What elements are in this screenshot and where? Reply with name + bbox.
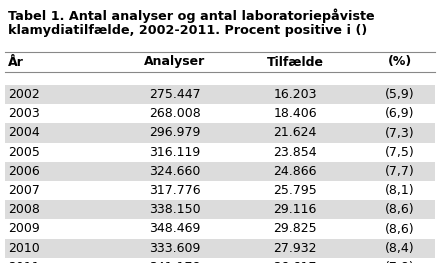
- Text: (8,4): (8,4): [385, 242, 415, 255]
- Text: 2007: 2007: [8, 184, 40, 197]
- Text: 333.609: 333.609: [149, 242, 201, 255]
- Text: 275.447: 275.447: [149, 88, 201, 101]
- Text: (7,5): (7,5): [385, 146, 415, 159]
- Text: Tabel 1. Antal analyser og antal laboratoriepåviste: Tabel 1. Antal analyser og antal laborat…: [8, 8, 374, 23]
- Text: 2002: 2002: [8, 88, 40, 101]
- Bar: [5, 123, 435, 143]
- Text: (8,6): (8,6): [385, 203, 415, 216]
- Bar: [5, 258, 435, 263]
- Text: 268.008: 268.008: [149, 107, 201, 120]
- Text: 2006: 2006: [8, 165, 40, 178]
- Text: (%): (%): [388, 55, 412, 68]
- Text: (6,9): (6,9): [385, 107, 415, 120]
- Text: (7,7): (7,7): [385, 165, 415, 178]
- Text: Analyser: Analyser: [144, 55, 205, 68]
- Text: (8,1): (8,1): [385, 184, 415, 197]
- Text: 316.119: 316.119: [149, 146, 201, 159]
- Text: 324.660: 324.660: [149, 165, 201, 178]
- Text: (8,6): (8,6): [385, 222, 415, 235]
- Text: 26.617: 26.617: [273, 261, 317, 263]
- Text: År: År: [8, 55, 24, 68]
- Text: 2011: 2011: [8, 261, 40, 263]
- Text: 317.776: 317.776: [149, 184, 201, 197]
- Text: 18.406: 18.406: [273, 107, 317, 120]
- Text: (7,8): (7,8): [385, 261, 415, 263]
- Text: 2005: 2005: [8, 146, 40, 159]
- Text: 341.178: 341.178: [149, 261, 201, 263]
- Text: 296.979: 296.979: [149, 127, 201, 139]
- Bar: [5, 85, 435, 104]
- Bar: [5, 162, 435, 181]
- Text: 16.203: 16.203: [273, 88, 317, 101]
- Text: 2004: 2004: [8, 127, 40, 139]
- Text: 21.624: 21.624: [273, 127, 317, 139]
- Text: (5,9): (5,9): [385, 88, 415, 101]
- Bar: [5, 200, 435, 219]
- Text: 2009: 2009: [8, 222, 40, 235]
- Text: 24.866: 24.866: [273, 165, 317, 178]
- Bar: [5, 104, 435, 123]
- Text: 348.469: 348.469: [149, 222, 201, 235]
- Text: 29.116: 29.116: [273, 203, 317, 216]
- Text: (7,3): (7,3): [385, 127, 415, 139]
- Text: Tilfælde: Tilfælde: [267, 55, 323, 68]
- Text: 27.932: 27.932: [273, 242, 317, 255]
- Text: 29.825: 29.825: [273, 222, 317, 235]
- Bar: [5, 143, 435, 162]
- Bar: [5, 239, 435, 258]
- Text: 2008: 2008: [8, 203, 40, 216]
- Text: 338.150: 338.150: [149, 203, 201, 216]
- Bar: [5, 181, 435, 200]
- Bar: [5, 219, 435, 239]
- Text: 2003: 2003: [8, 107, 40, 120]
- Text: 25.795: 25.795: [273, 184, 317, 197]
- Text: 2010: 2010: [8, 242, 40, 255]
- Text: 23.854: 23.854: [273, 146, 317, 159]
- Text: klamydiatilfælde, 2002-2011. Procent positive i (): klamydiatilfælde, 2002-2011. Procent pos…: [8, 24, 367, 37]
